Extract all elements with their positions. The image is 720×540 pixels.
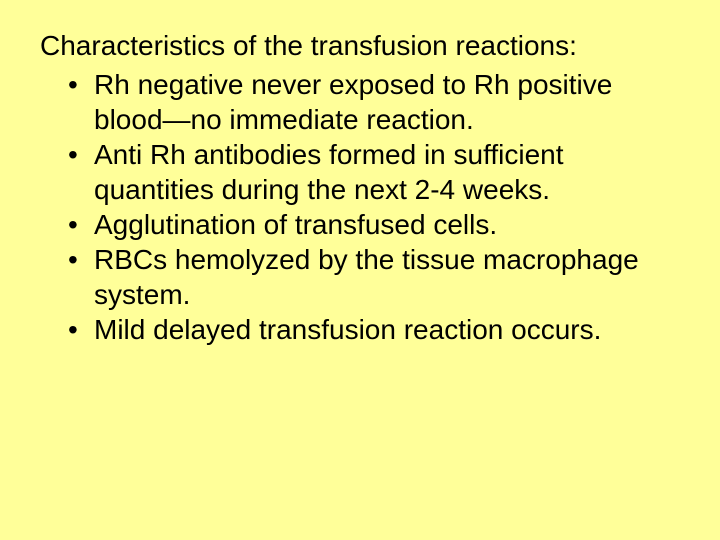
list-item: Rh negative never exposed to Rh positive… [68,67,670,137]
slide: Characteristics of the transfusion react… [0,0,720,540]
bullet-list: Rh negative never exposed to Rh positive… [40,67,670,347]
list-item: Agglutination of transfused cells. [68,207,670,242]
list-item: RBCs hemolyzed by the tissue macrophage … [68,242,670,312]
slide-heading: Characteristics of the transfusion react… [40,28,670,63]
list-item: Anti Rh antibodies formed in sufficient … [68,137,670,207]
list-item: Mild delayed transfusion reaction occurs… [68,312,670,347]
